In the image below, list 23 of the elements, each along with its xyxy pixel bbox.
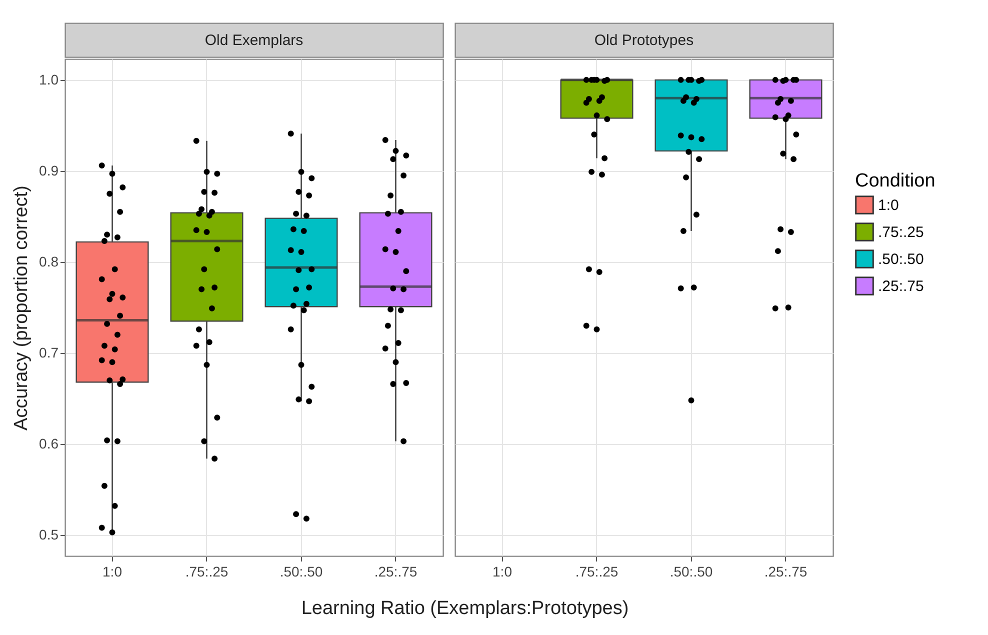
y-tick-label: 0.9 xyxy=(39,162,59,178)
legend-title: Condition xyxy=(855,170,936,192)
y-tick-label: 0.7 xyxy=(39,344,59,361)
y-tick-label: 1.0 xyxy=(39,71,59,88)
x-tick-label: .50:.50 xyxy=(670,564,713,580)
legend-label: .25:.75 xyxy=(878,278,924,295)
y-tick-label: 0.8 xyxy=(39,253,59,270)
x-tick-label: 1:0 xyxy=(102,564,122,580)
x-tick-label: .25:.75 xyxy=(374,564,418,580)
y-tick-label: 0.6 xyxy=(39,436,59,452)
chart-title: Old Prototypes xyxy=(594,32,694,49)
x-tick-label: .75:.25 xyxy=(185,564,228,580)
chart-title: Old Exemplars xyxy=(204,32,304,49)
legend-label: .50:.50 xyxy=(878,251,924,268)
legend-label: .75:.25 xyxy=(878,224,924,241)
x-tick-label: .50:.50 xyxy=(280,564,323,580)
legend-label: 1:0 xyxy=(878,197,899,214)
x-tick-label: .25:.75 xyxy=(764,564,808,580)
x-tick-label: 1:0 xyxy=(492,564,512,580)
x-axis-title: Learning Ratio (Exemplars:Prototypes) xyxy=(300,598,630,620)
x-tick-label: .75:.25 xyxy=(575,564,618,580)
y-axis-title: Accuracy (proportion correct) xyxy=(11,186,32,430)
y-tick-label: 0.5 xyxy=(39,526,59,543)
